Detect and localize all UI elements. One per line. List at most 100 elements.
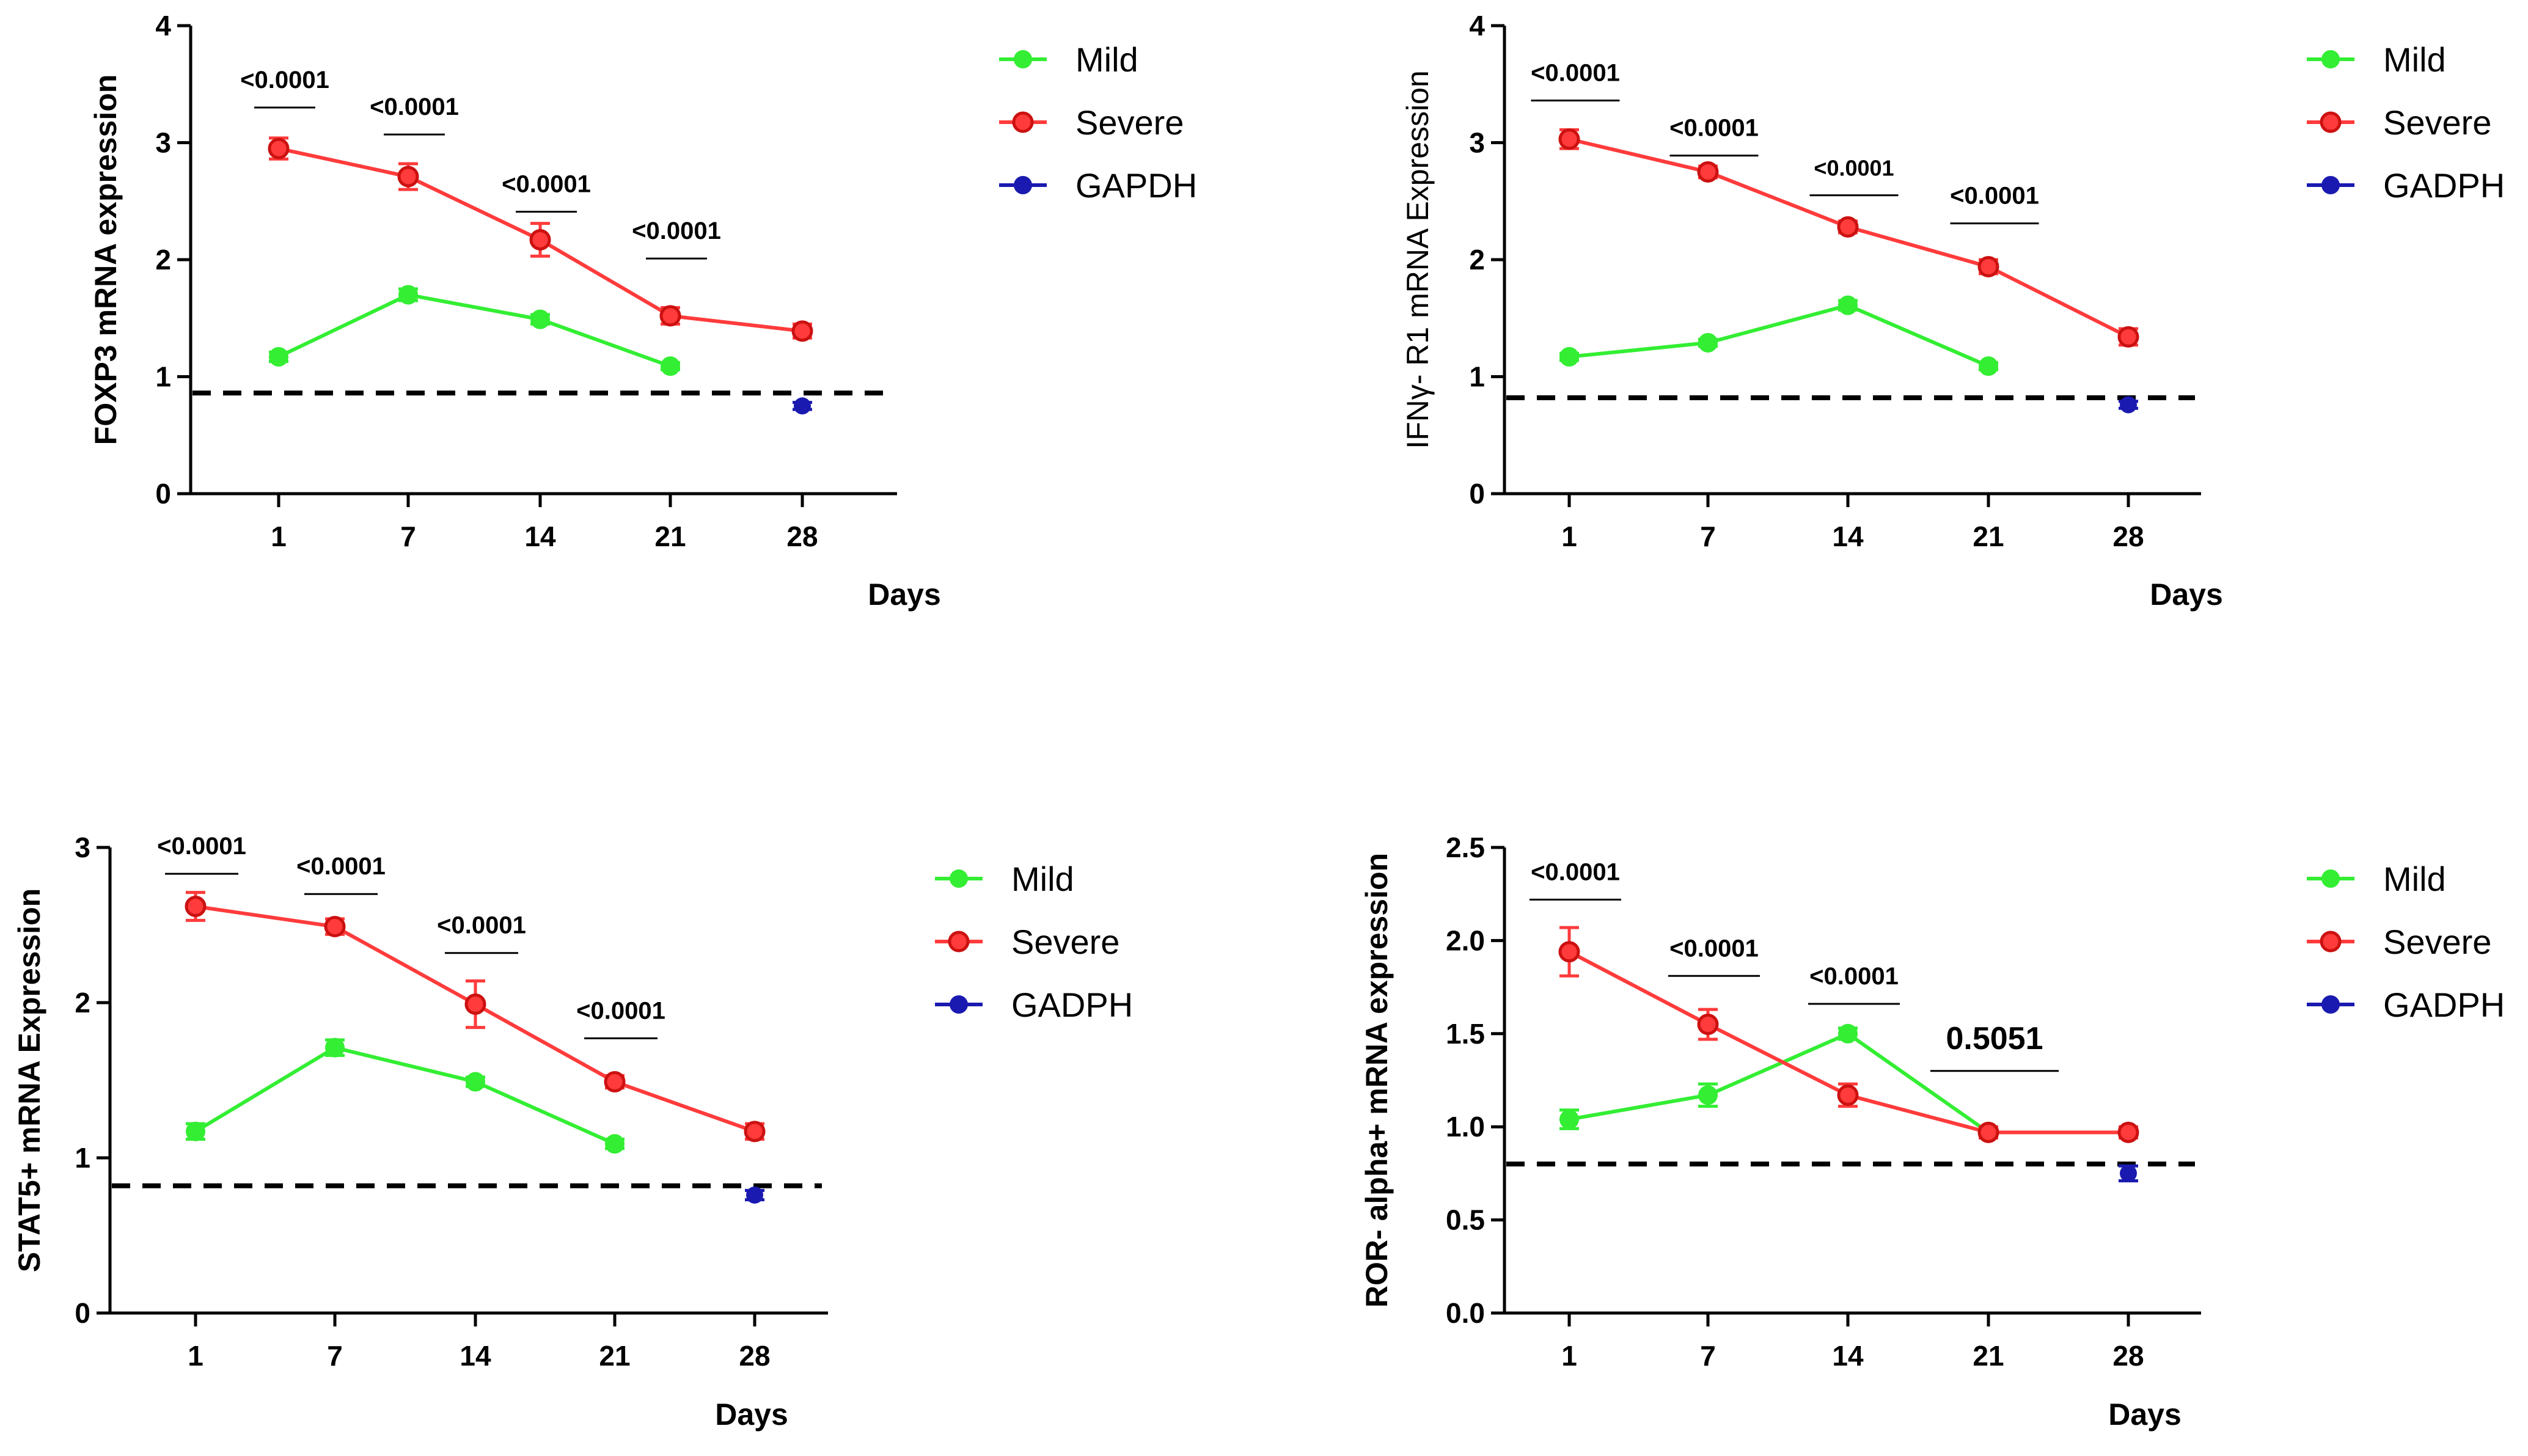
data-point <box>791 320 813 342</box>
legend-swatch-marker <box>2321 869 2340 888</box>
x-tick-label: 1 <box>1561 1340 1577 1372</box>
legend: Mild Severe GAPDH <box>999 40 1197 205</box>
x-tick-label: 7 <box>400 521 416 552</box>
series-severe <box>1558 926 2139 1143</box>
legend-item-gadph: GADPH <box>2307 986 2505 1024</box>
x-tick-label: 1 <box>1561 521 1577 552</box>
p-value-label: <0.0001 <box>1669 935 1759 962</box>
series-line <box>277 293 672 368</box>
data-point <box>530 309 550 329</box>
significance-annotation: <0.0001 <box>1950 183 2039 225</box>
y-tick-label: 2 <box>155 244 171 276</box>
data-point <box>1698 332 1718 353</box>
legend-label: Severe <box>1011 923 1119 961</box>
data-point <box>1838 295 1858 315</box>
p-value-label: <0.0001 <box>157 833 246 860</box>
data-point <box>659 305 681 327</box>
legend-swatch-marker <box>2321 176 2340 194</box>
data-point <box>1837 1084 1859 1106</box>
p-value-label: <0.0001 <box>296 853 386 880</box>
y-tick-label: 4 <box>1469 10 1485 42</box>
series-severe <box>268 136 813 342</box>
p-value-label: <0.0001 <box>1950 183 2039 210</box>
y-tick-label: 0 <box>155 478 171 510</box>
data-point <box>1977 1121 1999 1143</box>
x-tick-label: 21 <box>599 1340 630 1372</box>
p-value-label: <0.0001 <box>1669 115 1759 142</box>
significance-annotation: <0.0001 <box>296 853 386 895</box>
chart-foxp3: 0 1 2 3 4 1 7 14 21 28 Days FOXP3 mRNA expression <0… <box>89 10 1197 612</box>
y-tick-label: 2 <box>75 987 90 1019</box>
legend-swatch-marker <box>2321 50 2340 68</box>
legend-label: GADPH <box>2383 986 2505 1024</box>
x-tick-label: 21 <box>1973 521 2004 552</box>
series-gapdh <box>793 397 812 415</box>
legend-swatch-marker <box>2320 931 2342 953</box>
legend-item-gadph: GADPH <box>2307 166 2505 205</box>
significance-annotation: <0.0001 <box>157 833 246 875</box>
x-axis-title: Days <box>715 1397 788 1432</box>
x-tick-label: 14 <box>1832 521 1864 552</box>
x-tick-label: 7 <box>1700 1340 1716 1372</box>
y-axis-title: FOXP3 mRNA expression <box>89 75 123 445</box>
y-tick-label: 2.0 <box>1446 924 1485 956</box>
significance-annotation: <0.0001 <box>370 93 459 136</box>
series-mild <box>269 285 680 376</box>
legend-label: GADPH <box>2383 166 2505 205</box>
series-gadph <box>2119 396 2138 414</box>
data-point <box>269 346 288 367</box>
legend-item-mild: Mild <box>2307 860 2446 898</box>
legend-item-mild: Mild <box>2307 40 2446 79</box>
legend-label: GADPH <box>1011 986 1133 1024</box>
legend: Mild Severe GADPH <box>935 860 1133 1024</box>
y-tick-label: 3 <box>1469 127 1485 159</box>
data-point <box>661 356 680 376</box>
data-point <box>1697 1014 1719 1036</box>
significance-annotation: <0.0001 <box>1669 115 1759 157</box>
p-value-label: <0.0001 <box>502 170 591 197</box>
data-point <box>397 166 419 188</box>
legend-label: GAPDH <box>1075 166 1197 205</box>
data-point <box>2120 396 2137 414</box>
x-axis-title: Days <box>2108 1397 2182 1432</box>
legend-swatch-marker <box>950 869 968 888</box>
x-tick-label: 7 <box>327 1340 343 1372</box>
y-tick-label: 1.0 <box>1446 1111 1485 1143</box>
series-line <box>194 1045 616 1146</box>
legend-item-severe: Severe <box>999 103 1184 142</box>
series-mild <box>186 1037 625 1154</box>
data-point <box>398 285 418 305</box>
y-tick-label: 2.5 <box>1446 832 1485 863</box>
data-point <box>604 1071 626 1093</box>
series-mild <box>1559 295 1998 376</box>
p-value-label: <0.0001 <box>240 67 329 93</box>
y-tick-label: 0.0 <box>1446 1297 1485 1329</box>
x-tick-label: 1 <box>188 1340 203 1372</box>
series-gadph <box>745 1186 764 1204</box>
data-point <box>2117 1121 2139 1143</box>
y-tick-label: 0.5 <box>1446 1204 1485 1236</box>
y-tick-label: 3 <box>155 127 171 159</box>
y-axis-title: STAT5+ mRNA Expression <box>12 888 46 1272</box>
significance-annotation: <0.0001 <box>240 67 329 109</box>
significance-annotation: <0.0001 <box>1809 156 1899 197</box>
x-tick-label: 28 <box>739 1340 770 1372</box>
data-point <box>1559 1110 1579 1130</box>
significance-annotation: <0.0001 <box>502 170 591 213</box>
x-axis-title: Days <box>2150 577 2223 612</box>
x-tick-label: 14 <box>524 521 556 552</box>
data-point <box>1558 128 1580 150</box>
x-tick-label: 28 <box>786 521 818 552</box>
x-tick-label: 14 <box>460 1340 491 1372</box>
legend-item-gadph: GADPH <box>935 986 1133 1024</box>
legend-swatch-marker <box>950 995 968 1014</box>
data-point <box>529 229 551 251</box>
y-axis-title: ROR- alpha+ mRNA expression <box>1360 853 1394 1308</box>
significance-annotation: <0.0001 <box>1668 935 1760 977</box>
data-point <box>324 916 346 938</box>
legend-label: Severe <box>1075 103 1184 142</box>
legend-label: Mild <box>2383 40 2446 79</box>
legend-item-severe: Severe <box>2307 103 2491 142</box>
data-point <box>466 1072 485 1092</box>
